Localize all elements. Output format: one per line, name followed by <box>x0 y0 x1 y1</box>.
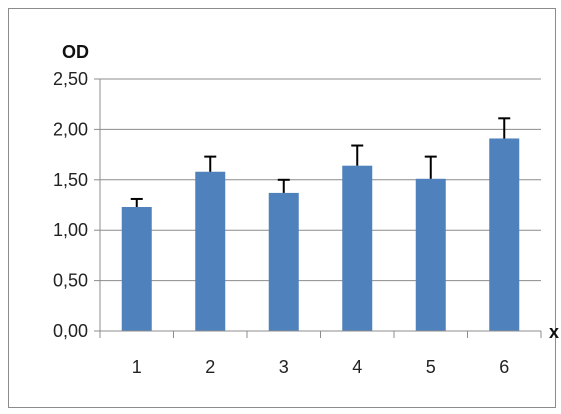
gridlines <box>100 78 541 282</box>
bar <box>489 138 520 331</box>
bar <box>268 192 299 331</box>
labels: 0,00 0,50 1,00 1,50 2,00 2,50 1 2 3 4 5 6 <box>53 69 509 377</box>
x-tick-label: 2 <box>205 357 215 377</box>
bar <box>415 178 446 331</box>
y-tick-label: 2,00 <box>53 119 88 139</box>
x-tick-label: 3 <box>279 357 289 377</box>
axes <box>94 78 542 338</box>
y-tick-label: 2,50 <box>53 69 88 89</box>
bar <box>342 165 373 331</box>
bar <box>195 171 226 331</box>
y-tick-label: 1,00 <box>53 220 88 240</box>
y-tick-label: 1,50 <box>53 170 88 190</box>
y-tick-label: 0,00 <box>53 321 88 341</box>
bar <box>121 207 152 331</box>
x-tick-label: 5 <box>426 357 436 377</box>
y-tick-label: 0,50 <box>53 271 88 291</box>
x-axis-title: x <box>549 322 559 342</box>
bars <box>121 117 520 331</box>
x-tick-label: 4 <box>352 357 362 377</box>
y-axis-title: OD <box>62 42 89 62</box>
x-tick-label: 1 <box>132 357 142 377</box>
x-tick-label: 6 <box>499 357 509 377</box>
